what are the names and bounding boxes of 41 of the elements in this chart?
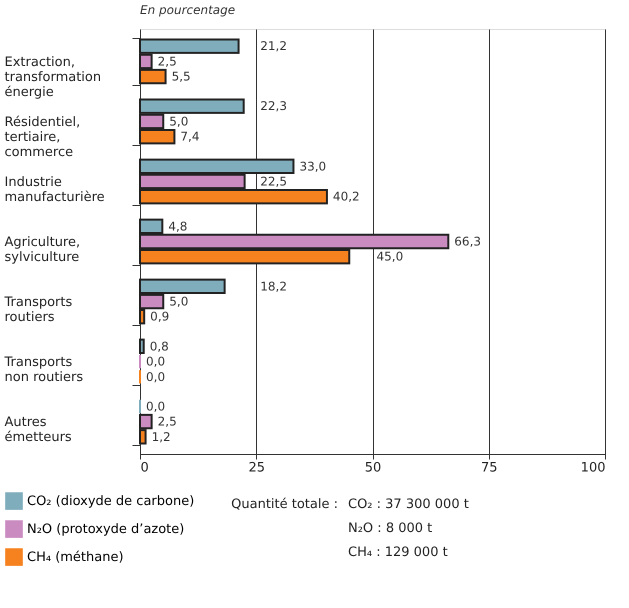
text: N₂O : 8 000 t	[348, 521, 432, 536]
y-tick-label: Agriculture, sylviculture	[4, 235, 80, 265]
y-tick-label: Autres émetteurs	[4, 415, 72, 446]
y-tick-label: Industrie manufacturière	[4, 174, 105, 205]
data-label: 22,3	[260, 99, 287, 114]
data-label: 21,2	[260, 39, 287, 54]
y-tick-label: Transports routiers	[4, 295, 72, 326]
x-tick-label: 0	[140, 460, 149, 476]
data-label: 66,3	[454, 234, 482, 248]
data-label: 0,8	[150, 339, 169, 354]
legend-label: N₂O (protoxyde d’azote)	[27, 522, 184, 537]
data-label: 0,0	[146, 370, 166, 384]
data-label: 5,0	[169, 114, 188, 128]
data-label: 5,0	[169, 294, 188, 309]
x-tick-label: 75	[480, 460, 498, 476]
text: CO₂ : 37 300 000 t	[348, 497, 469, 512]
data-label: 1,2	[152, 430, 171, 444]
data-label: 33,0	[299, 159, 326, 174]
text: CH₄ : 129 000 t	[348, 545, 448, 560]
data-label: 7,4	[180, 130, 200, 144]
x-tick-label: 50	[364, 460, 382, 476]
y-tick-label: Transports non routiers	[4, 355, 84, 386]
x-tick-label: 100	[580, 460, 606, 476]
text: Quantité totale :	[231, 497, 338, 512]
data-label: 2,5	[158, 414, 177, 429]
data-label: 0,0	[146, 354, 166, 369]
x-tick-label: 25	[248, 460, 266, 476]
data-label: 0,0	[146, 399, 166, 414]
chart-title: En pourcentage	[140, 3, 236, 17]
data-label: 4,8	[168, 219, 188, 234]
data-label: 22,5	[260, 174, 287, 188]
y-tick-label: Extraction, transformation énergie	[4, 54, 102, 100]
data-label: 45,0	[376, 250, 404, 264]
legend-label: CH₄ (méthane)	[27, 550, 124, 565]
legend-label: CO₂ (dioxyde de carbone)	[27, 494, 194, 509]
data-label: 18,2	[260, 279, 287, 294]
y-tick-label: Résidentiel, tertiaire, commerce	[4, 114, 80, 160]
data-label: 2,5	[158, 54, 177, 68]
data-label: 40,2	[332, 190, 360, 204]
data-label: 5,5	[172, 70, 191, 84]
data-label: 0,9	[150, 310, 170, 324]
